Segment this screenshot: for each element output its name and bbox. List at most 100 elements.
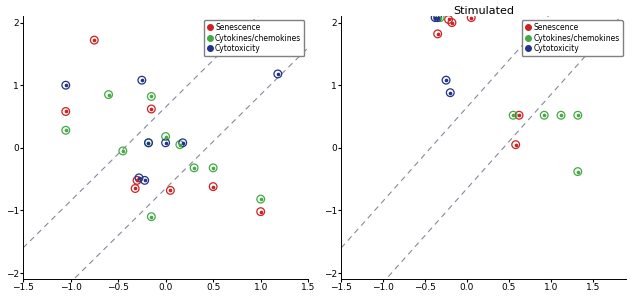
- Point: [564, 32, 574, 36]
- Point: [556, 32, 566, 36]
- Point: [573, 113, 583, 118]
- Point: [140, 178, 150, 183]
- Point: [161, 134, 171, 139]
- Point: [61, 83, 71, 88]
- Point: [514, 113, 524, 118]
- Point: [104, 92, 114, 97]
- Point: [189, 165, 199, 170]
- Point: [118, 148, 128, 153]
- Point: [134, 176, 144, 180]
- Point: [539, 113, 549, 118]
- Point: [444, 17, 454, 22]
- Point: [430, 15, 441, 20]
- Title: Stimulated: Stimulated: [453, 6, 514, 15]
- Point: [146, 94, 156, 99]
- Point: [208, 184, 218, 189]
- Point: [435, 15, 445, 20]
- Point: [255, 197, 265, 201]
- Point: [143, 140, 154, 145]
- Point: [143, 140, 154, 145]
- Point: [556, 113, 566, 118]
- Point: [255, 209, 265, 214]
- Point: [556, 113, 566, 118]
- Point: [255, 209, 265, 214]
- Legend: Senescence, Cytokines/chemokines, Cytotoxicity: Senescence, Cytokines/chemokines, Cytoto…: [204, 20, 305, 56]
- Point: [130, 186, 140, 191]
- Point: [146, 94, 156, 99]
- Point: [441, 78, 451, 83]
- Point: [146, 107, 156, 111]
- Point: [137, 78, 147, 83]
- Point: [178, 140, 188, 145]
- Point: [208, 165, 218, 170]
- Point: [433, 32, 443, 36]
- Point: [89, 38, 99, 43]
- Point: [420, 9, 430, 14]
- Point: [420, 9, 430, 14]
- Point: [445, 90, 455, 95]
- Point: [146, 107, 156, 111]
- Point: [130, 186, 140, 191]
- Point: [178, 140, 188, 145]
- Point: [573, 169, 583, 174]
- Point: [441, 78, 451, 83]
- Point: [61, 128, 71, 133]
- Point: [61, 128, 71, 133]
- Point: [447, 20, 457, 25]
- Point: [255, 197, 265, 201]
- Point: [61, 109, 71, 114]
- Point: [175, 142, 185, 147]
- Point: [146, 214, 156, 219]
- Point: [89, 38, 99, 43]
- Point: [118, 148, 128, 153]
- Point: [435, 15, 445, 20]
- Point: [424, 7, 434, 11]
- Point: [161, 140, 171, 145]
- Point: [161, 140, 171, 145]
- Point: [445, 90, 455, 95]
- Point: [61, 83, 71, 88]
- Point: [564, 32, 574, 36]
- Point: [573, 113, 583, 118]
- Point: [424, 7, 434, 11]
- Point: [132, 178, 142, 183]
- Point: [433, 15, 443, 20]
- Point: [466, 15, 477, 20]
- Point: [161, 134, 171, 139]
- Point: [132, 178, 142, 183]
- Point: [143, 140, 154, 145]
- Point: [166, 188, 176, 193]
- Point: [511, 142, 521, 147]
- Point: [143, 140, 154, 145]
- Point: [433, 32, 443, 36]
- Point: [273, 72, 283, 76]
- Point: [61, 109, 71, 114]
- Point: [140, 178, 150, 183]
- Point: [208, 165, 218, 170]
- Point: [514, 113, 524, 118]
- Point: [569, 28, 580, 32]
- Point: [430, 15, 441, 20]
- Point: [134, 176, 144, 180]
- Point: [273, 72, 283, 76]
- Point: [531, 0, 541, 1]
- Point: [539, 113, 549, 118]
- Point: [531, 0, 541, 1]
- Legend: Senescence, Cytokines/chemokines, Cytotoxicity: Senescence, Cytokines/chemokines, Cytoto…: [522, 20, 623, 56]
- Point: [146, 214, 156, 219]
- Point: [508, 113, 518, 118]
- Point: [569, 28, 580, 32]
- Point: [466, 15, 477, 20]
- Point: [508, 113, 518, 118]
- Point: [444, 17, 454, 22]
- Point: [433, 15, 443, 20]
- Point: [511, 142, 521, 147]
- Point: [175, 142, 185, 147]
- Point: [573, 169, 583, 174]
- Point: [104, 92, 114, 97]
- Point: [166, 188, 176, 193]
- Point: [447, 20, 457, 25]
- Point: [189, 165, 199, 170]
- Point: [208, 184, 218, 189]
- Point: [137, 78, 147, 83]
